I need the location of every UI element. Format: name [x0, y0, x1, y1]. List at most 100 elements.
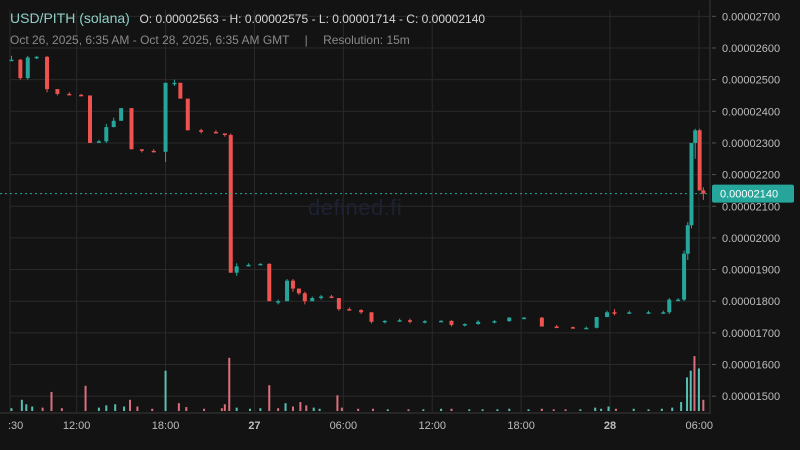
- candle[interactable]: [676, 298, 681, 302]
- x-tick-label: 06:00: [330, 420, 358, 432]
- candle[interactable]: [228, 133, 233, 273]
- candle[interactable]: [476, 320, 481, 325]
- candle[interactable]: [129, 108, 134, 150]
- volume-bar: [259, 408, 262, 411]
- candle[interactable]: [34, 55, 39, 60]
- candle[interactable]: [185, 98, 190, 131]
- candle[interactable]: [682, 250, 687, 302]
- candle[interactable]: [382, 320, 387, 324]
- candle[interactable]: [79, 93, 84, 97]
- candle-body: [302, 293, 307, 302]
- candle[interactable]: [627, 310, 632, 314]
- candle[interactable]: [594, 317, 599, 329]
- candle[interactable]: [96, 139, 101, 143]
- candle[interactable]: [439, 320, 444, 323]
- candle[interactable]: [178, 82, 183, 99]
- candle[interactable]: [359, 309, 364, 314]
- candle-body: [507, 317, 512, 322]
- candle[interactable]: [296, 288, 301, 295]
- candle[interactable]: [276, 299, 281, 305]
- volume-bar: [357, 408, 360, 411]
- candle[interactable]: [119, 108, 124, 121]
- candle-body: [336, 298, 341, 310]
- volume-bar: [20, 399, 23, 411]
- candle[interactable]: [689, 142, 694, 229]
- candle[interactable]: [449, 320, 454, 327]
- candle[interactable]: [605, 310, 610, 318]
- candle-body: [96, 141, 101, 143]
- volume-bar: [340, 407, 343, 411]
- x-tick-label: 27: [248, 420, 260, 432]
- candlestick-series[interactable]: [9, 55, 706, 330]
- candle[interactable]: [697, 128, 702, 191]
- candle[interactable]: [492, 320, 497, 324]
- candle-body: [661, 312, 666, 314]
- candle[interactable]: [222, 133, 227, 137]
- candle-body: [129, 108, 134, 150]
- x-tick-label: 12:00: [63, 420, 91, 432]
- candle[interactable]: [369, 312, 374, 324]
- candle[interactable]: [290, 279, 295, 292]
- volume-bar: [268, 385, 271, 411]
- candle[interactable]: [693, 128, 698, 159]
- candle[interactable]: [234, 263, 239, 276]
- candle[interactable]: [701, 187, 706, 200]
- candle[interactable]: [539, 317, 544, 327]
- candle[interactable]: [408, 318, 412, 324]
- candle[interactable]: [258, 263, 263, 266]
- candle[interactable]: [462, 323, 467, 327]
- candle-body: [347, 309, 352, 311]
- candle[interactable]: [104, 123, 109, 143]
- volume-bar: [450, 408, 453, 411]
- volume-bar: [105, 405, 108, 411]
- candle[interactable]: [667, 298, 672, 314]
- candle[interactable]: [163, 82, 168, 162]
- candle[interactable]: [319, 294, 324, 300]
- candle[interactable]: [213, 130, 218, 134]
- candle[interactable]: [246, 263, 251, 267]
- candle[interactable]: [285, 279, 290, 302]
- candle[interactable]: [612, 309, 617, 316]
- resolution-label[interactable]: Resolution: 15m: [323, 33, 410, 47]
- candle[interactable]: [151, 149, 156, 153]
- candle-body: [234, 266, 239, 273]
- candle[interactable]: [25, 55, 30, 80]
- candle[interactable]: [554, 324, 559, 329]
- candle[interactable]: [310, 296, 315, 302]
- candle[interactable]: [267, 263, 272, 302]
- volume-bar: [702, 399, 705, 411]
- candle-body: [45, 56, 50, 90]
- pair-title[interactable]: USD/PITH (solana): [10, 10, 130, 26]
- candle[interactable]: [422, 320, 427, 324]
- candle[interactable]: [661, 310, 666, 314]
- candle[interactable]: [329, 294, 334, 299]
- candle[interactable]: [172, 79, 177, 86]
- y-tick-label: 0.00001800: [722, 296, 780, 308]
- date-range: Oct 26, 2025, 6:35 AM - Oct 28, 2025, 6:…: [10, 33, 290, 47]
- candle[interactable]: [9, 55, 14, 62]
- candle[interactable]: [67, 92, 72, 96]
- candle[interactable]: [111, 117, 116, 128]
- candle[interactable]: [347, 307, 352, 311]
- candle[interactable]: [199, 128, 204, 134]
- candle[interactable]: [88, 95, 92, 143]
- volume-bar: [540, 408, 543, 411]
- candle[interactable]: [45, 55, 50, 93]
- candle[interactable]: [139, 149, 144, 153]
- candle[interactable]: [646, 310, 651, 314]
- candle[interactable]: [18, 59, 23, 80]
- candle-body: [627, 312, 632, 314]
- candle-body: [439, 320, 444, 323]
- candle[interactable]: [685, 222, 690, 261]
- candle[interactable]: [584, 326, 589, 330]
- candle[interactable]: [507, 317, 512, 322]
- candle[interactable]: [570, 326, 575, 329]
- candle-body: [185, 98, 190, 131]
- candle[interactable]: [55, 89, 60, 96]
- candle[interactable]: [336, 298, 341, 311]
- candle[interactable]: [522, 317, 527, 320]
- candle[interactable]: [397, 318, 402, 322]
- candle[interactable]: [302, 291, 307, 305]
- volume-bar: [177, 403, 180, 411]
